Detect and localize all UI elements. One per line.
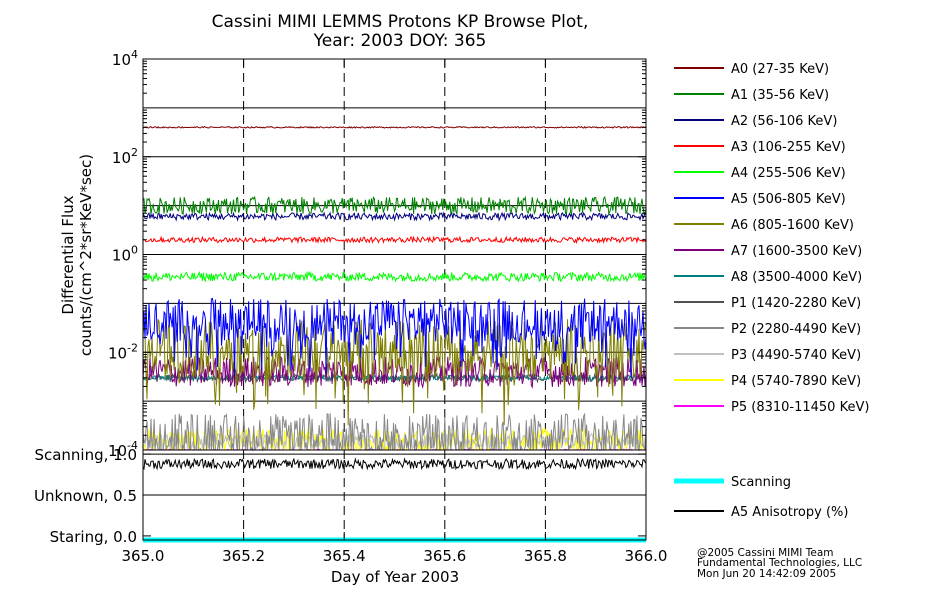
legend-label: A7 (1600-3500 KeV)	[731, 244, 862, 259]
x-tick-label: 365.2	[222, 547, 265, 565]
series-line-a6	[142, 319, 647, 426]
series-line-a4	[142, 270, 647, 283]
series-line-a3	[142, 235, 647, 245]
status-panel-y-ticks: Scanning, 1.0 Unknown, 0.5 Staring, 0.0	[34, 446, 646, 546]
credit-line-1: @2005 Cassini MIMI Team	[697, 547, 834, 559]
x-tick-label: 366.0	[625, 547, 668, 565]
status-y-tick-label: Scanning, 1.0	[34, 446, 137, 464]
status-panel-grid	[143, 450, 646, 540]
legend-label: A5 (506-805 KeV)	[731, 192, 846, 207]
y-tick-label: 104	[112, 48, 138, 69]
flux-legend: A0 (27-35 KeV) A1 (35-56 KeV) A2 (56-106 K…	[674, 62, 869, 415]
x-tick-label: 365.0	[122, 547, 165, 565]
legend-label: A3 (106-255 KeV)	[731, 140, 846, 155]
status-panel-frame	[142, 449, 647, 541]
legend-label: A6 (805-1600 KeV)	[731, 218, 854, 233]
x-tick-label: 365.4	[323, 547, 366, 565]
status-legend: Scanning A5 Anisotropy (%)	[674, 475, 848, 520]
legend-label: A1 (35-56 KeV)	[731, 88, 829, 103]
flux-panel-y-ticks: 10-4 10-2 100 102 104	[108, 48, 646, 460]
y-tick-label: 10-4	[108, 439, 138, 460]
credit-line-2: Fundamental Technologies, LLC	[697, 557, 862, 569]
chart-title-line-1: Cassini MIMI LEMMS Protons KP Browse Plo…	[212, 12, 589, 32]
legend-label: P5 (8310-11450 KeV)	[731, 400, 869, 415]
credits: @2005 Cassini MIMI Team Fundamental Tech…	[697, 547, 862, 580]
x-tick-label: 365.8	[524, 547, 567, 565]
series-line-a0	[142, 125, 647, 129]
y-axis-label-line-2: counts/(cm^2*sr*KeV*sec)	[77, 154, 95, 356]
status-panel-series	[142, 457, 647, 543]
status-y-tick-label: Unknown, 0.5	[34, 487, 137, 505]
y-axis-label-line-1: Differential Flux	[59, 195, 77, 314]
series-line-anisotropy	[142, 457, 647, 471]
legend-label: A5 Anisotropy (%)	[731, 505, 848, 520]
series-line-a5	[142, 297, 647, 378]
x-axis-ticks: 365.0 365.2 365.4 365.6 365.8 366.0	[122, 59, 668, 565]
status-y-tick-label: Staring, 0.0	[50, 528, 137, 546]
series-line-p1	[142, 371, 647, 384]
y-tick-label: 10-2	[108, 341, 138, 362]
legend-label: A8 (3500-4000 KeV)	[731, 270, 862, 285]
legend-label: Scanning	[731, 475, 791, 490]
series-line-a2	[142, 211, 647, 222]
series-line-a8	[142, 373, 647, 382]
flux-panel-grid	[143, 58, 646, 451]
legend-label: P1 (1420-2280 KeV)	[731, 296, 861, 311]
y-tick-label: 102	[112, 146, 138, 167]
x-tick-label: 365.6	[423, 547, 466, 565]
legend-label: A2 (56-106 KeV)	[731, 114, 837, 129]
legend-label: A4 (255-506 KeV)	[731, 166, 846, 181]
x-axis-label: Day of Year 2003	[331, 568, 459, 586]
legend-label: P2 (2280-4490 KeV)	[731, 322, 861, 337]
chart-title-line-2: Year: 2003 DOY: 365	[313, 31, 487, 51]
credit-line-3: Mon Jun 20 14:42:09 2005	[697, 568, 836, 580]
series-line-a1	[142, 195, 647, 216]
legend-label: A0 (27-35 KeV)	[731, 62, 829, 77]
y-tick-label: 100	[112, 244, 138, 265]
legend-label: P4 (5740-7890 KeV)	[731, 374, 861, 389]
legend-label: P3 (4490-5740 KeV)	[731, 348, 861, 363]
